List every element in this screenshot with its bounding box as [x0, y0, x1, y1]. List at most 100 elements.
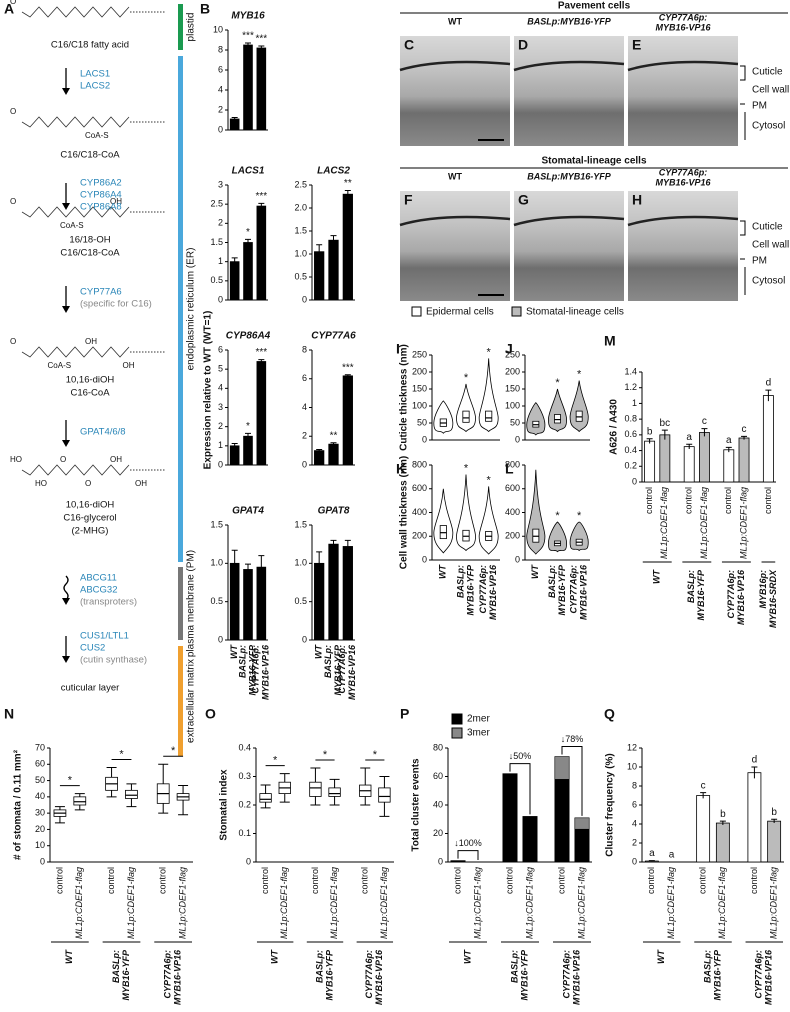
group-label: BASLp: [509, 950, 519, 983]
x-tick-label: control [158, 867, 168, 894]
y-tick-label: 6 [218, 64, 223, 74]
significance: * [171, 745, 176, 757]
y-tick-label: 2 [218, 218, 223, 228]
group-letter: a [669, 850, 675, 861]
significance: * [464, 462, 469, 474]
x-tick-label: ML1p:CDEF1-flag [177, 867, 187, 939]
x-tick-label: MYB16-VP16 [347, 644, 357, 700]
y-tick-label: 50 [510, 417, 520, 427]
group-letter: b [771, 807, 777, 818]
y-tick-label: 8 [632, 780, 637, 790]
atom-label: OH [123, 361, 135, 370]
x-tick-label: control [452, 867, 462, 894]
x-tick-label: WT [229, 644, 239, 659]
whisker [178, 784, 189, 816]
reduction-bracket [457, 850, 479, 860]
x-tick-label: control [684, 487, 694, 514]
significance: *** [255, 191, 267, 202]
error-bar [258, 202, 265, 209]
structure [21, 464, 130, 476]
atom-label: O [10, 107, 16, 116]
error-bar [316, 244, 323, 259]
bar [256, 361, 267, 466]
legend-label: 3mer [467, 728, 490, 739]
panel-label: J [505, 341, 513, 357]
violin [547, 521, 568, 553]
x-tick-label: control [54, 867, 64, 894]
y-tick-label: 2 [218, 104, 223, 114]
x-tick-label: ML1p:CDEF1-flag [329, 867, 339, 939]
x-tick-label: control [698, 867, 708, 894]
panel-label: F [404, 192, 413, 208]
compound-name: 16/18-OH [69, 235, 110, 246]
significance: * [119, 748, 124, 760]
micrograph [628, 191, 738, 301]
box [73, 796, 87, 806]
x-tick-label: WT [314, 644, 324, 659]
chart-title: GPAT8 [318, 506, 350, 517]
x-tick-label: ML1p:CDEF1-flag [379, 867, 389, 939]
panel-label: I [396, 341, 400, 357]
box [575, 410, 583, 422]
x-tick-label: MYB16-VP16 [261, 644, 271, 700]
y-tick-label: 250 [505, 349, 520, 359]
error-bar [646, 438, 653, 444]
significance: ** [330, 430, 338, 441]
y-tick-label: 400 [412, 507, 427, 517]
y-tick-label: 60 [35, 759, 45, 769]
error-bar [245, 42, 251, 47]
y-axis-label: Cluster frequency (%) [605, 753, 616, 856]
error-bar [344, 190, 351, 198]
reduction-label: ↓50% [509, 751, 532, 761]
arrow-head [62, 306, 70, 313]
y-tick-label: 50 [417, 417, 427, 427]
violin [569, 380, 589, 433]
compound-name: 10,16-diOH [66, 375, 115, 386]
atom-label: O [10, 197, 16, 206]
violin [456, 383, 476, 433]
y-tick-label: 0 [438, 856, 443, 866]
bar [256, 205, 267, 301]
legend-label: Stomatal-lineage cells [526, 307, 624, 318]
y-tick-label: 8 [302, 344, 307, 354]
group-label: CYP77A6p: [364, 950, 374, 999]
structure [21, 116, 130, 128]
bar [229, 445, 240, 466]
y-tick-label: 0.2 [238, 799, 251, 809]
significance: * [246, 227, 250, 238]
y-tick-label: 30 [35, 808, 45, 818]
legend-label: 2mer [467, 714, 490, 725]
x-tick-label: MYB16-YFP [465, 564, 475, 616]
group-letter: b [720, 809, 726, 820]
y-tick-label: 0 [302, 459, 307, 469]
x-tick-label: control [646, 867, 656, 894]
reduction-bracket [561, 746, 583, 816]
whisker [74, 793, 85, 811]
bar [243, 435, 253, 466]
bar-segment [574, 828, 590, 863]
bar [696, 795, 711, 863]
panel-label: A [4, 1, 14, 17]
y-tick-label: 200 [505, 531, 520, 541]
panel-title: WT [448, 171, 462, 181]
arrow-head [62, 598, 70, 605]
y-tick-label: 10 [627, 761, 637, 771]
group-label: BASLp: [111, 950, 121, 983]
chart-title: CYP86A4 [226, 331, 271, 342]
bar [243, 569, 253, 641]
y-tick-label: 1.5 [210, 237, 223, 247]
atom-label: OH [110, 455, 122, 464]
layer-label: Cell wall [752, 240, 789, 251]
layer-label: Cell wall [752, 85, 789, 96]
group-letter: d [752, 755, 758, 766]
y-tick-label: 0.5 [294, 271, 307, 281]
x-tick-label: ML1p:CDEF1-flag [279, 867, 289, 939]
error-bar [245, 432, 251, 440]
arrow-head [62, 88, 70, 95]
y-axis-label: Total cluster events [411, 758, 422, 852]
y-tick-label: 1.4 [624, 366, 637, 376]
bar [314, 251, 325, 301]
box [125, 789, 138, 799]
compound-name: cuticular layer [61, 683, 120, 694]
y-tick-label: 1 [632, 398, 637, 408]
